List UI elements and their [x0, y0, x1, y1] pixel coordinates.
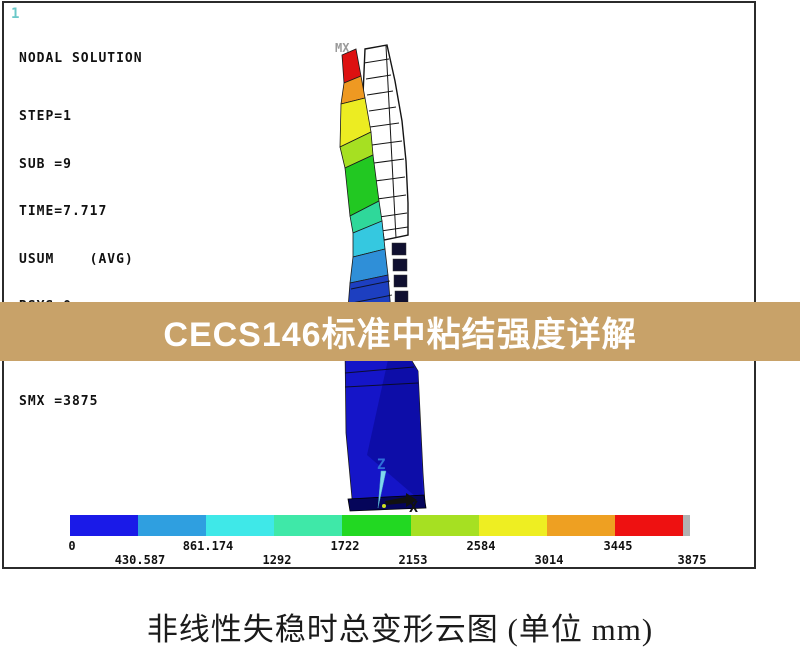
colorbar-segment	[274, 515, 343, 536]
legend-tick: 3875	[677, 553, 707, 567]
contour-legend-bar	[70, 515, 690, 536]
figure-caption: 非线性失稳时总变形云图 (单位 mm)	[146, 612, 654, 647]
ansys-graphics-window: 1 NODAL SOLUTION STEP=1 SUB =9 TIME=7.71…	[2, 1, 756, 569]
x-axis-arrow	[385, 493, 417, 507]
colorbar-segment	[478, 515, 547, 536]
z-axis-arrow	[377, 470, 387, 509]
colorbar-segment	[546, 515, 615, 536]
title-banner: CECS146标准中粘结强度详解	[0, 302, 800, 361]
undeformed-wireframe	[362, 44, 409, 241]
legend-tick: 861.174	[182, 539, 234, 553]
banner-title: CECS146标准中粘结强度详解	[163, 316, 637, 354]
colorbar-segment	[342, 515, 411, 536]
z-axis-label: Z	[377, 457, 385, 473]
legend-tick: 3014	[534, 553, 564, 567]
legend-tick: 1292	[262, 553, 292, 567]
info-line-time: TIME=7.717	[19, 204, 108, 219]
info-line-sub: SUB =9	[19, 156, 72, 172]
legend-tick: 3445	[603, 539, 633, 553]
legend-tick: 2584	[466, 539, 496, 553]
legend-tick: 0	[68, 539, 76, 553]
colorbar-segment	[138, 515, 207, 536]
colorbar-segment	[614, 515, 683, 536]
x-axis-label: X	[409, 498, 418, 516]
solution-title: NODAL SOLUTION	[19, 51, 143, 66]
colorbar-segment	[206, 515, 275, 536]
legend-tick: 430.587	[114, 553, 166, 567]
info-line-step: STEP=1	[19, 109, 72, 124]
triad-origin-dot	[382, 504, 386, 508]
colorbar-end-cap	[682, 515, 690, 536]
legend-tick: 2153	[398, 553, 428, 567]
info-line-usum: USUM (AVG)	[19, 251, 134, 267]
coordinate-triad: Z X	[377, 457, 418, 516]
deformed-column-figure: MX Z X	[335, 41, 427, 516]
window-number: 1	[11, 6, 20, 22]
max-marker-label: MX	[335, 41, 350, 55]
colorbar-segment	[70, 515, 139, 536]
colorbar-segment	[410, 515, 479, 536]
legend-tick: 1722	[330, 539, 360, 553]
solution-header-block: NODAL SOLUTION STEP=1 SUB =9 TIME=7.717 …	[19, 21, 143, 441]
info-line-smx: SMX =3875	[19, 394, 99, 409]
